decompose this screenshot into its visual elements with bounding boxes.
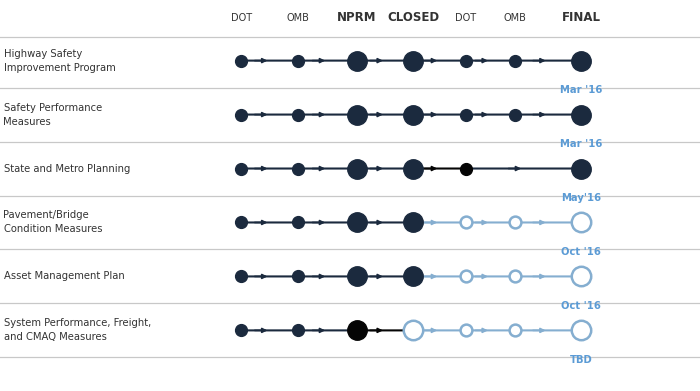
Text: Mar '16: Mar '16 [560, 139, 602, 149]
Text: Highway Safety
Improvement Program: Highway Safety Improvement Program [4, 48, 116, 73]
Text: Oct '16: Oct '16 [561, 247, 601, 257]
Text: Asset Management Plan: Asset Management Plan [4, 271, 125, 282]
Text: NPRM: NPRM [337, 11, 377, 24]
Text: FINAL: FINAL [561, 11, 601, 24]
Text: System Performance, Freight,
and CMAQ Measures: System Performance, Freight, and CMAQ Me… [4, 318, 150, 343]
Text: May'16: May'16 [561, 193, 601, 203]
Text: State and Metro Planning: State and Metro Planning [4, 163, 130, 174]
Text: CLOSED: CLOSED [387, 11, 439, 24]
Text: Oct '16: Oct '16 [561, 301, 601, 311]
Text: DOT: DOT [455, 13, 476, 23]
Text: Pavement/Bridge
Condition Measures: Pavement/Bridge Condition Measures [4, 210, 102, 235]
Text: Safety Performance
Measures: Safety Performance Measures [4, 102, 101, 127]
Text: OMB: OMB [503, 13, 526, 23]
Text: DOT: DOT [231, 13, 252, 23]
Text: Mar '16: Mar '16 [560, 85, 602, 95]
Text: TBD: TBD [570, 355, 592, 365]
Text: OMB: OMB [286, 13, 309, 23]
